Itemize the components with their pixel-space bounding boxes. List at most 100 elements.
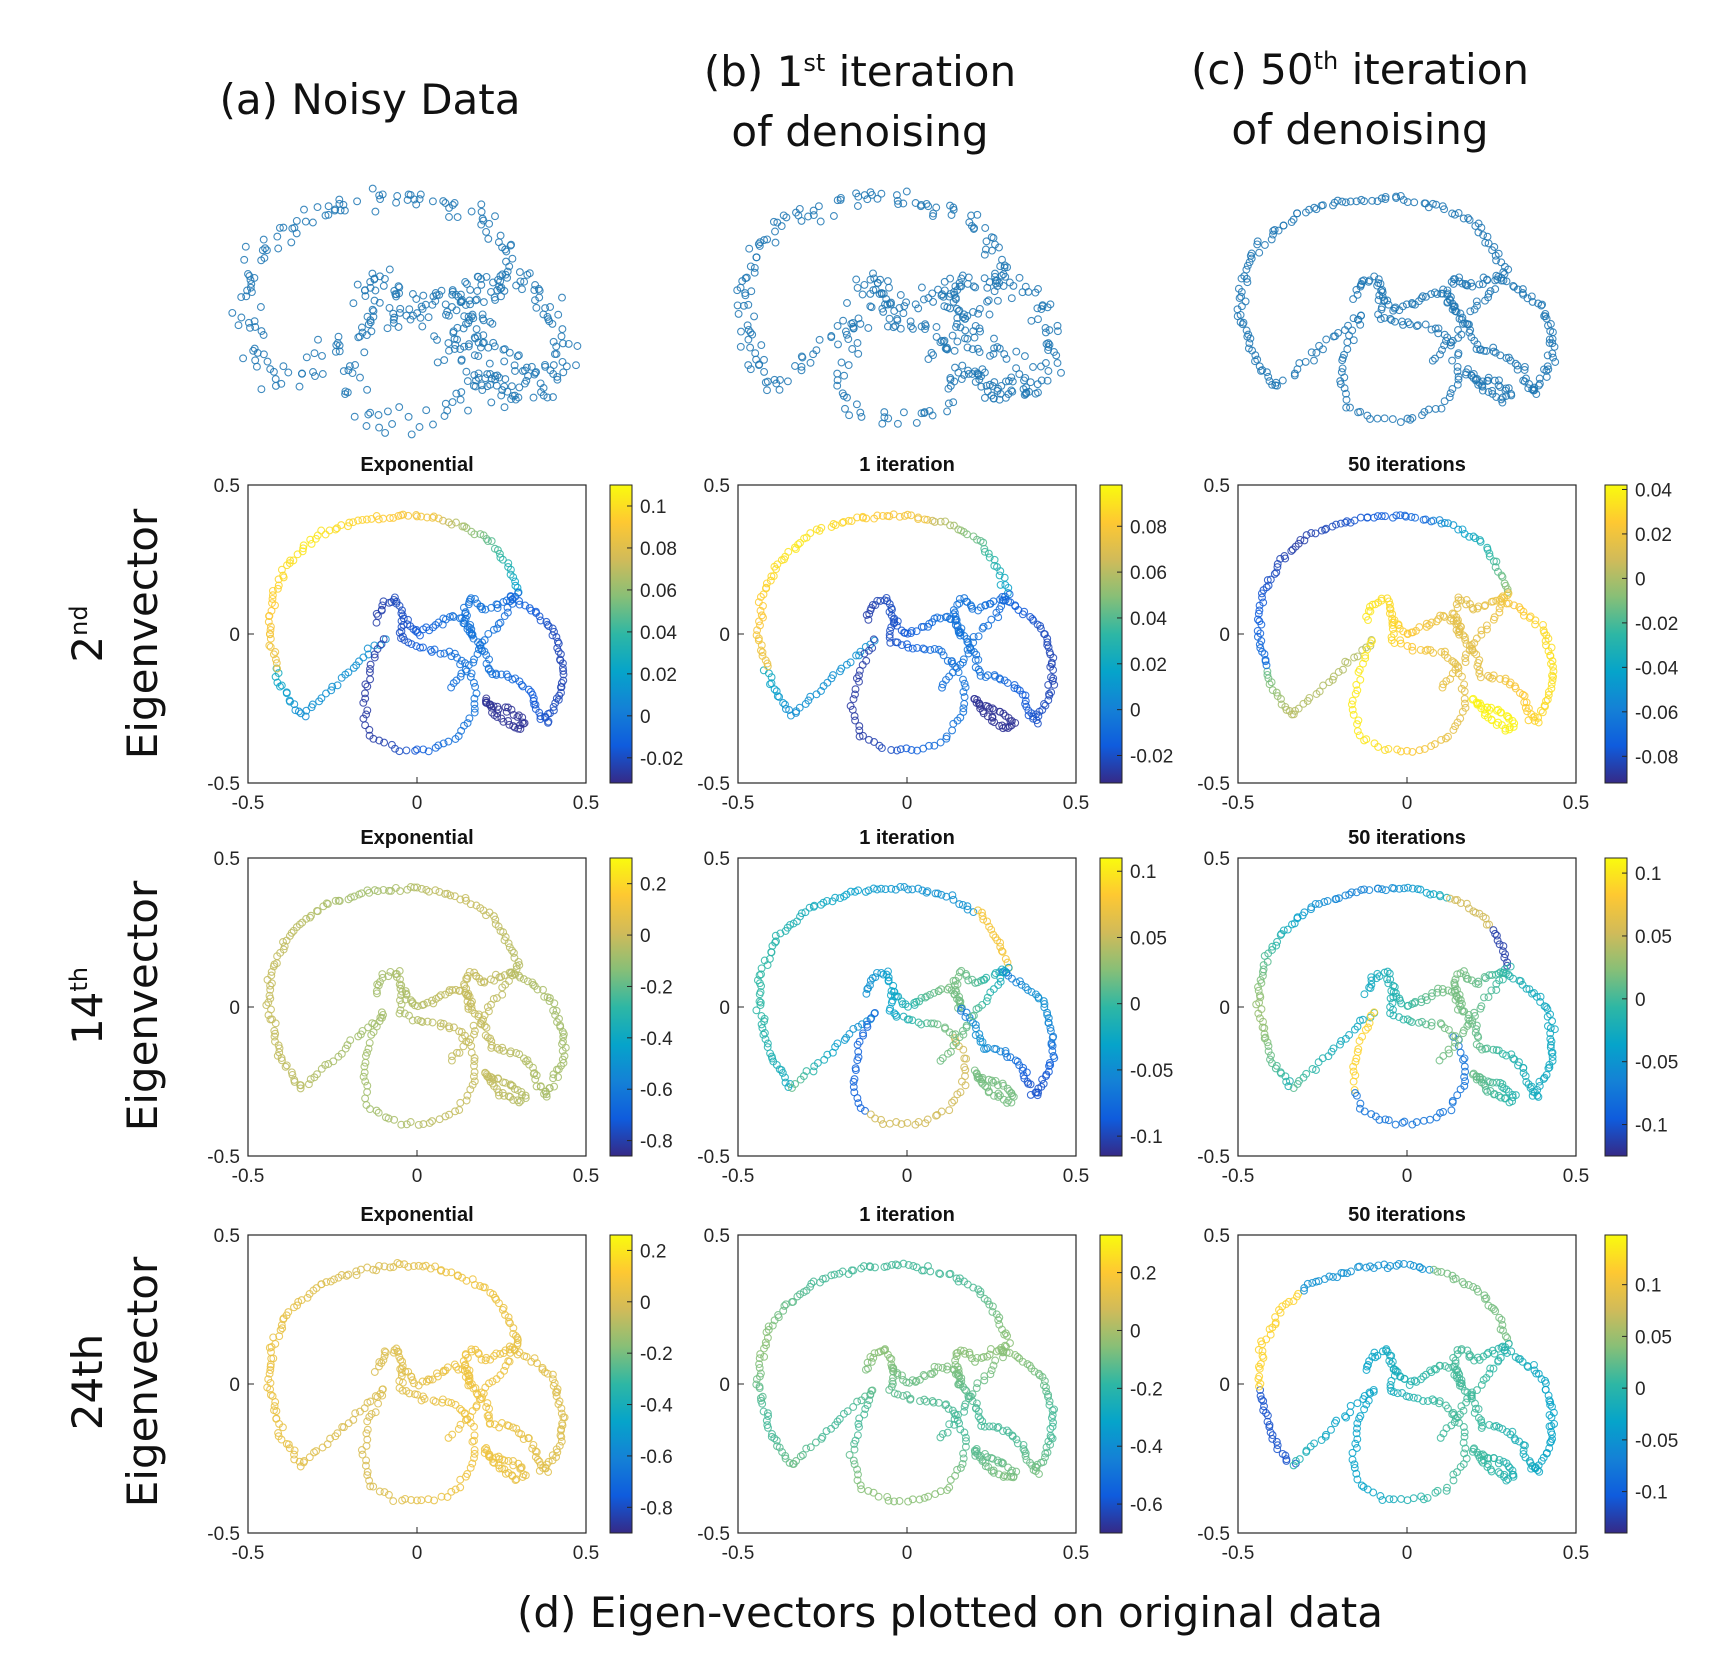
data-point xyxy=(952,1038,961,1047)
data-point xyxy=(1537,301,1546,310)
data-point xyxy=(882,295,891,304)
data-point xyxy=(457,656,466,665)
data-point xyxy=(354,333,363,342)
data-point xyxy=(997,271,1006,280)
data-point xyxy=(975,699,983,708)
data-point xyxy=(1253,355,1262,364)
data-point xyxy=(770,685,779,694)
data-point xyxy=(802,1444,811,1453)
data-point xyxy=(515,1348,524,1357)
data-point xyxy=(400,636,409,644)
data-point xyxy=(447,520,456,529)
data-point xyxy=(250,344,259,353)
data-point xyxy=(984,549,993,558)
data-point xyxy=(974,1407,983,1416)
data-point xyxy=(518,1090,526,1099)
data-point xyxy=(795,703,804,712)
data-point xyxy=(974,632,983,641)
data-point xyxy=(1448,336,1457,345)
data-point xyxy=(913,643,922,652)
data-point xyxy=(247,288,256,297)
data-point xyxy=(1036,362,1045,371)
data-point xyxy=(400,1260,409,1269)
data-point xyxy=(1470,305,1479,314)
data-point xyxy=(1515,1058,1523,1067)
data-point xyxy=(1026,378,1035,387)
data-point xyxy=(1533,1085,1542,1094)
data-point xyxy=(1483,703,1492,712)
data-point xyxy=(1329,672,1338,681)
data-point xyxy=(470,333,479,342)
data-point xyxy=(257,385,266,394)
data-point xyxy=(334,332,343,341)
data-point xyxy=(529,697,538,705)
data-point xyxy=(857,412,866,421)
data-point xyxy=(1349,1077,1358,1086)
data-point xyxy=(1355,731,1364,740)
data-point xyxy=(750,268,759,277)
y-tick-label: 0 xyxy=(229,625,240,646)
data-point xyxy=(228,308,237,317)
data-point xyxy=(989,1361,998,1370)
data-point xyxy=(479,298,488,307)
data-point xyxy=(470,1436,478,1445)
data-point xyxy=(1503,591,1512,600)
data-point xyxy=(1242,274,1251,283)
data-point xyxy=(456,1483,465,1492)
data-point xyxy=(517,680,526,689)
data-point xyxy=(1450,978,1459,987)
data-point xyxy=(397,623,406,631)
data-point xyxy=(536,715,545,724)
data-point xyxy=(990,334,998,343)
data-point xyxy=(554,310,563,319)
data-point xyxy=(1545,1063,1554,1072)
data-point xyxy=(988,1307,997,1316)
data-point xyxy=(549,702,558,711)
data-point xyxy=(845,1030,854,1038)
data-point xyxy=(1492,721,1501,729)
data-point xyxy=(856,1481,865,1490)
data-point xyxy=(417,512,426,521)
data-point xyxy=(1050,680,1059,689)
data-point xyxy=(449,328,458,337)
data-point xyxy=(1315,899,1324,908)
data-point xyxy=(906,1394,915,1403)
data-point xyxy=(424,313,433,322)
data-point xyxy=(518,718,527,727)
colorbar-tick-label: 0.1 xyxy=(640,497,666,518)
data-point xyxy=(523,1056,532,1065)
data-point xyxy=(444,1433,453,1442)
data-point xyxy=(893,746,901,755)
data-point xyxy=(845,1450,854,1459)
data-point xyxy=(279,945,288,954)
data-point xyxy=(549,337,558,346)
data-point xyxy=(987,1454,996,1462)
data-point xyxy=(471,382,480,391)
data-point xyxy=(559,339,567,348)
colorbar-tick-label: -0.4 xyxy=(640,1396,673,1417)
data-point xyxy=(265,991,274,1000)
data-point xyxy=(395,1260,404,1269)
data-point xyxy=(1549,667,1558,676)
data-point xyxy=(1013,1439,1022,1448)
data-point xyxy=(977,372,986,381)
data-point xyxy=(397,991,406,1000)
data-point xyxy=(967,222,976,230)
data-point xyxy=(1008,377,1017,386)
data-point xyxy=(1274,226,1283,235)
data-point xyxy=(1022,702,1031,711)
data-point xyxy=(1352,1091,1361,1100)
data-point xyxy=(1320,898,1329,906)
data-point xyxy=(861,1365,870,1374)
data-point xyxy=(1384,744,1393,753)
data-point xyxy=(1482,621,1491,630)
data-point xyxy=(1001,954,1010,963)
data-point xyxy=(484,629,493,638)
data-point xyxy=(1289,215,1298,224)
data-point xyxy=(476,1019,485,1028)
data-point xyxy=(873,885,882,894)
data-point xyxy=(507,382,516,391)
data-point xyxy=(339,1423,348,1432)
data-point xyxy=(543,620,552,629)
data-point xyxy=(362,710,371,719)
